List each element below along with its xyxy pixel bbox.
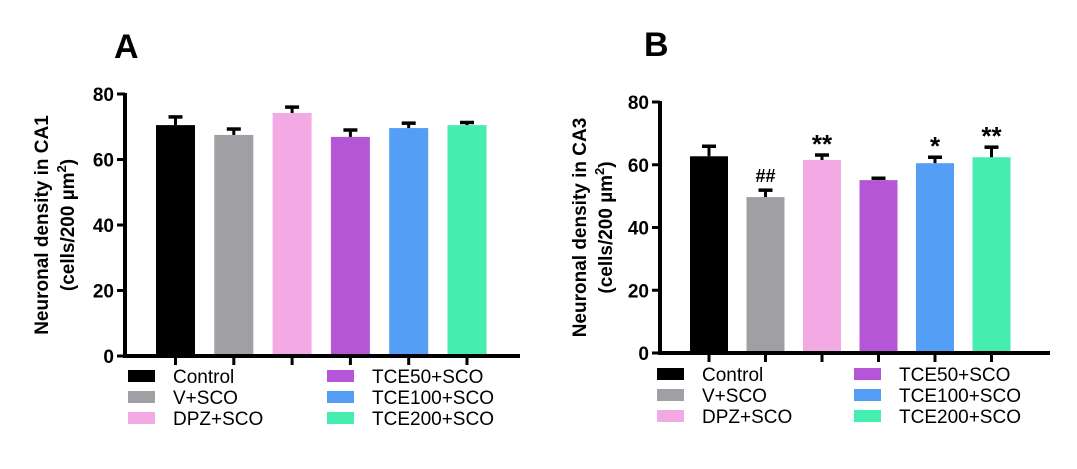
y-axis-units-label: (cells/200 µm2) <box>592 161 617 293</box>
legend-swatch <box>327 391 354 403</box>
legend-swatch <box>657 389 684 401</box>
y-tick-label: 0 <box>638 344 649 365</box>
legend-swatch <box>128 370 155 382</box>
legend-label: TCE200+SCO <box>372 409 494 430</box>
bar-tce200-sco <box>972 157 1011 353</box>
legend-label: Control <box>173 367 234 388</box>
panel-b: B Neuronal density in CA3 (cells/200 µm2) #… <box>570 26 1050 428</box>
panel-letter: A <box>114 28 139 66</box>
legend-label: TCE200+SCO <box>899 407 1021 428</box>
legend-label: Control <box>702 365 763 386</box>
y-axis-label: Neuronal density in CA1 <box>32 115 53 335</box>
legend-swatch <box>854 410 881 422</box>
y-tick-label: 40 <box>93 216 114 237</box>
y-tick-label: 60 <box>93 151 114 172</box>
bar-tce100-sco <box>916 163 954 353</box>
panel-letter: B <box>644 26 669 64</box>
legend-swatch <box>657 410 684 422</box>
legend-label: DPZ+SCO <box>173 409 263 430</box>
significance-label: * <box>930 131 941 161</box>
legend-label: TCE100+SCO <box>899 386 1021 407</box>
legend-swatch <box>854 368 881 380</box>
legend-label: DPZ+SCO <box>702 407 792 428</box>
significance-label: ** <box>981 121 1002 151</box>
y-tick-label: 60 <box>628 156 649 177</box>
bar-v-sco <box>746 197 785 353</box>
legend-swatch <box>128 412 155 424</box>
legend-swatch <box>128 391 155 403</box>
y-tick-label: 20 <box>628 281 649 302</box>
y-tick-label: 80 <box>93 85 114 106</box>
y-tick-label: 0 <box>103 347 114 368</box>
bar-dpz-sco <box>272 112 312 357</box>
y-tick-label: 20 <box>93 282 114 303</box>
y-axis-label: Neuronal density in CA3 <box>570 118 591 338</box>
bar-control <box>156 125 195 356</box>
bar-tce200-sco <box>447 125 487 356</box>
legend-swatch <box>854 389 881 401</box>
legend-swatch <box>327 412 354 424</box>
legend-label: V+SCO <box>173 388 238 409</box>
y-tick-label: 80 <box>628 93 649 114</box>
legend-label: TCE50+SCO <box>372 367 483 388</box>
legend-label: TCE50+SCO <box>899 365 1010 386</box>
bar-tce100-sco <box>389 128 429 356</box>
legend-label: V+SCO <box>702 386 767 407</box>
y-tick-label: 40 <box>628 219 649 240</box>
bar-dpz-sco <box>803 160 841 353</box>
bar-v-sco <box>214 134 254 356</box>
significance-label: ## <box>755 166 775 186</box>
panel-a: A Neuronal density in CA1 (cells/200 µm2) 0… <box>32 28 520 430</box>
legend-swatch <box>327 370 354 382</box>
significance-label: ** <box>812 129 833 159</box>
legend-swatch <box>657 368 684 380</box>
y-axis-units-label: (cells/200 µm2) <box>54 159 79 291</box>
bar-tce50-sco <box>859 180 898 353</box>
bar-tce50-sco <box>330 136 370 356</box>
bar-control <box>690 156 728 353</box>
legend-label: TCE100+SCO <box>372 388 494 409</box>
